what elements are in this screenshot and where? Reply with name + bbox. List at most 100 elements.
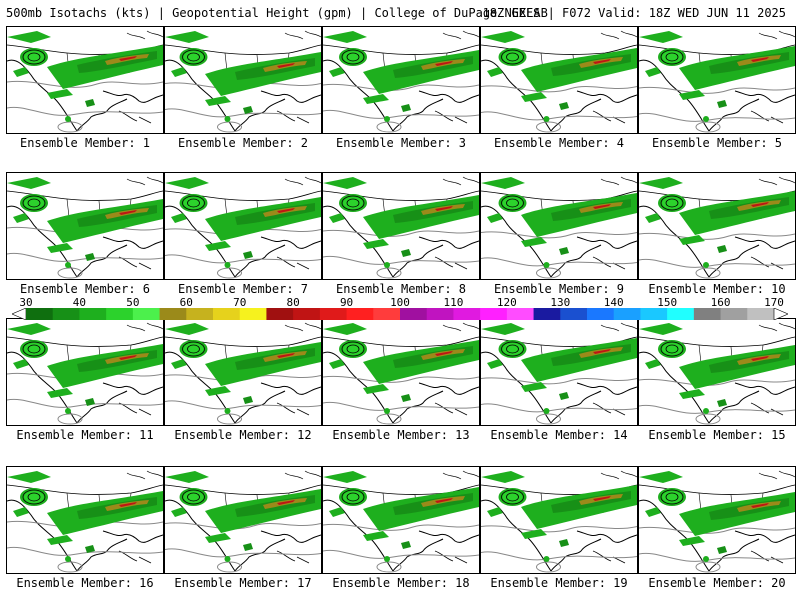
ensemble-member-map: [638, 172, 796, 280]
colorbar-segment: [293, 308, 321, 320]
ensemble-member-map: [638, 26, 796, 134]
colorbar-segment: [186, 308, 214, 320]
colorbar-segment: [266, 308, 294, 320]
colorbar-left-arrow: [12, 308, 27, 320]
colorbar-segment: [213, 308, 241, 320]
ensemble-member-map: [164, 318, 322, 426]
colorbar-segment: [79, 308, 107, 320]
ensemble-map-graphic: [165, 30, 321, 133]
header-valid-time: 18Z GEFS | F072 Valid: 18Z WED JUN 11 20…: [482, 6, 786, 20]
ensemble-map-graphic: [481, 470, 637, 573]
colorbar-tick-label: 130: [550, 296, 571, 309]
colorbar-segment: [480, 308, 508, 320]
colorbar-segment: [667, 308, 695, 320]
colorbar-segment: [587, 308, 615, 320]
ensemble-map-graphic: [639, 30, 795, 133]
ensemble-member-label: Ensemble Member: 6: [19, 282, 151, 296]
ensemble-member-label: Ensemble Member: 12: [174, 428, 312, 442]
ensemble-map-graphic: [481, 322, 637, 425]
colorbar-segment: [453, 308, 481, 320]
colorbar-segment: [506, 308, 535, 320]
colorbar-segment: [159, 308, 187, 320]
colorbar-tick-label: 40: [72, 296, 87, 309]
ensemble-member-map: [6, 26, 164, 134]
colorbar-segment: [132, 308, 161, 320]
colorbar-segment: [613, 308, 641, 320]
colorbar-segment: [373, 308, 401, 320]
ensemble-member-map: [322, 26, 480, 134]
ensemble-member-label: Ensemble Member: 20: [648, 576, 786, 590]
ensemble-member-label: Ensemble Member: 4: [493, 136, 625, 150]
colorbar-segment: [400, 308, 428, 320]
ensemble-member-label: Ensemble Member: 19: [490, 576, 628, 590]
map-header: 500mb Isotachs (kts) | Geopotential Heig…: [0, 0, 800, 26]
colorbar-tick-label: 160: [710, 296, 731, 309]
ensemble-member-map: [164, 466, 322, 574]
colorbar-tick-label: 100: [390, 296, 410, 309]
ensemble-member-label: Ensemble Member: 18: [332, 576, 470, 590]
ensemble-member-label: Ensemble Member: 8: [335, 282, 467, 296]
ensemble-member-label: Ensemble Member: 13: [332, 428, 470, 442]
colorbar-segment: [52, 308, 80, 320]
ensemble-member-label: Ensemble Member: 11: [16, 428, 154, 442]
ensemble-map-graphic: [165, 176, 321, 279]
ensemble-map-graphic: [323, 322, 479, 425]
ensemble-map-graphic: [7, 470, 163, 573]
ensemble-map-graphic: [7, 322, 163, 425]
colorbar-segment: [640, 308, 668, 320]
header-title: 500mb Isotachs (kts) | Geopotential Heig…: [6, 6, 548, 20]
ensemble-member-map: [6, 172, 164, 280]
ensemble-member-label: Ensemble Member: 9: [493, 282, 625, 296]
ensemble-member-label: Ensemble Member: 1: [19, 136, 151, 150]
ensemble-map-graphic: [323, 30, 479, 133]
ensemble-member-label: Ensemble Member: 15: [648, 428, 786, 442]
ensemble-member-map: [480, 26, 638, 134]
colorbar-tick-label: 150: [657, 296, 678, 309]
colorbar-tick-label: 60: [179, 296, 193, 309]
ensemble-member-label: Ensemble Member: 16: [16, 576, 154, 590]
ensemble-member-map: [322, 318, 480, 426]
colorbar-tick-label: 50: [126, 296, 140, 309]
ensemble-member-map: [322, 172, 480, 280]
ensemble-map-graphic: [7, 30, 163, 133]
ensemble-member-map: [480, 172, 638, 280]
colorbar-segment: [560, 308, 588, 320]
ensemble-map-graphic: [165, 322, 321, 425]
ensemble-member-label: Ensemble Member: 7: [177, 282, 309, 296]
ensemble-map-graphic: [481, 176, 637, 279]
colorbar-segment: [693, 308, 722, 320]
colorbar-tick-label: 110: [443, 296, 464, 309]
colorbar-segment: [720, 308, 748, 320]
ensemble-member-label: Ensemble Member: 5: [651, 136, 783, 150]
ensemble-member-map: [6, 318, 164, 426]
ensemble-member-label: Ensemble Member: 3: [335, 136, 467, 150]
colorbar-segment: [533, 308, 561, 320]
ensemble-map-graphic: [639, 322, 795, 425]
colorbar-right-arrow: [773, 308, 788, 320]
colorbar-tick-label: 170: [764, 296, 784, 309]
colorbar-segment: [346, 308, 374, 320]
isotach-colorbar: [12, 308, 788, 320]
ensemble-member-map: [322, 466, 480, 574]
ensemble-map-graphic: [639, 176, 795, 279]
colorbar-segment: [319, 308, 348, 320]
ensemble-member-label: Ensemble Member: 14: [490, 428, 628, 442]
ensemble-map-graphic: [639, 470, 795, 573]
ensemble-member-label: Ensemble Member: 17: [174, 576, 312, 590]
ensemble-map-graphic: [481, 30, 637, 133]
colorbar-tick-label: 120: [496, 296, 517, 309]
ensemble-map-graphic: [7, 176, 163, 279]
colorbar-tick-label: 30: [19, 296, 33, 309]
colorbar-segment: [26, 308, 54, 320]
colorbar-tick-label: 80: [286, 296, 300, 309]
ensemble-member-map: [480, 318, 638, 426]
ensemble-map-graphic: [323, 470, 479, 573]
ensemble-member-label: Ensemble Member: 2: [177, 136, 309, 150]
ensemble-member-map: [6, 466, 164, 574]
ensemble-member-map: [164, 26, 322, 134]
ensemble-map-graphic: [323, 176, 479, 279]
colorbar-segment: [747, 308, 775, 320]
ensemble-member-map: [480, 466, 638, 574]
colorbar-tick-label: 70: [233, 296, 247, 309]
ensemble-member-map: [164, 172, 322, 280]
